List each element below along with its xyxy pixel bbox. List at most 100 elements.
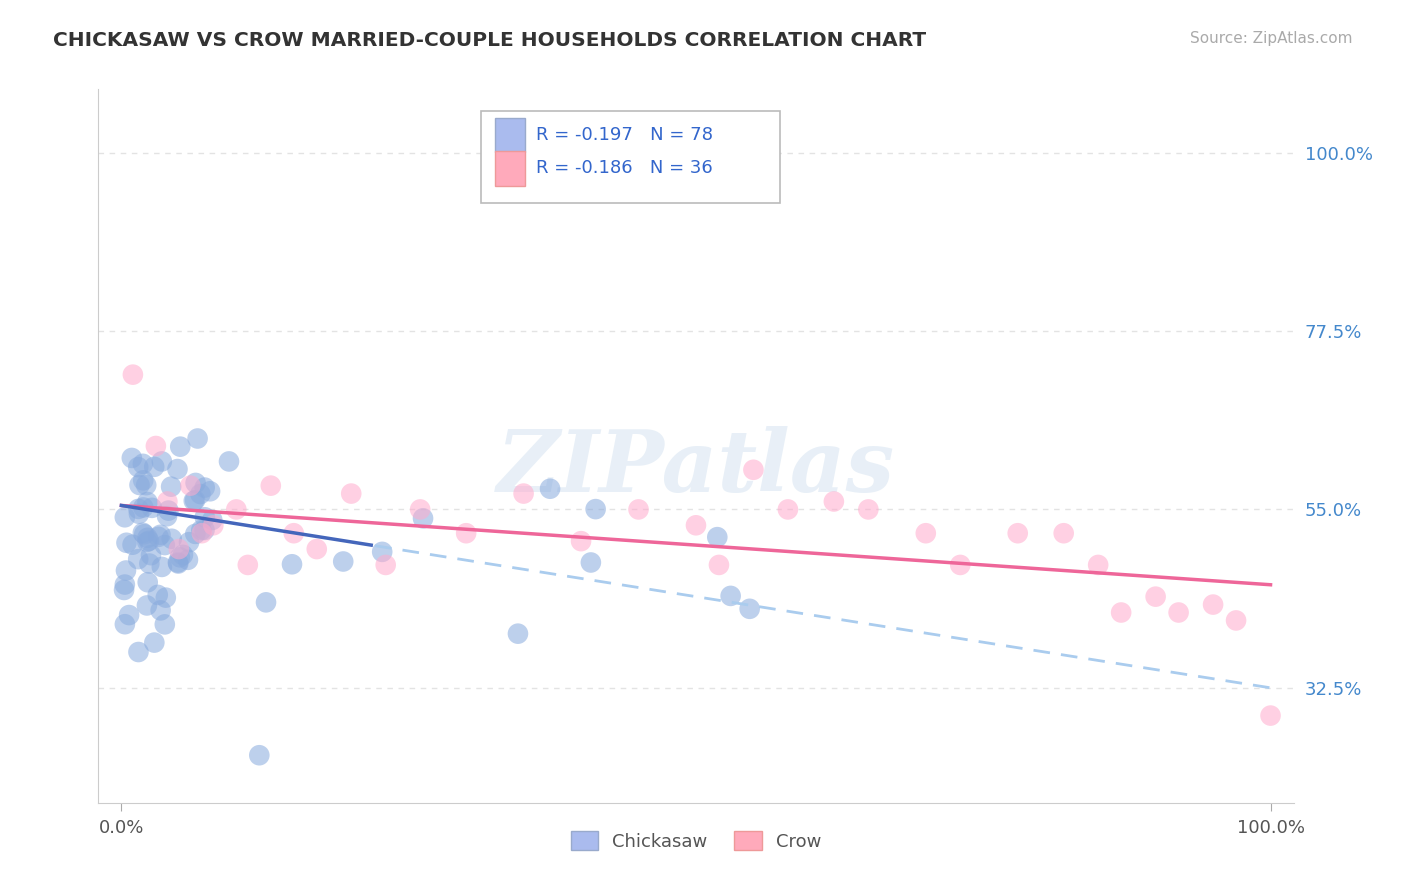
Point [720, 589, 742, 603]
Point [138, 533, 160, 548]
Point [112, 582, 135, 597]
Point [166, 462, 188, 476]
Point [160, 480, 183, 494]
Point [260, 478, 283, 492]
Point [538, 482, 561, 496]
Point [155, 591, 177, 605]
Point [121, 450, 143, 465]
Text: R = -0.186   N = 36: R = -0.186 N = 36 [536, 160, 713, 178]
Bar [495, 152, 524, 186]
Point [183, 493, 205, 508]
Point [201, 513, 224, 527]
Point [187, 432, 209, 446]
Point [148, 530, 170, 544]
Point [157, 503, 180, 517]
Point [627, 502, 650, 516]
Point [184, 475, 207, 490]
Point [569, 534, 592, 549]
Point [1053, 526, 1076, 541]
Point [685, 518, 707, 533]
Point [198, 484, 221, 499]
Legend: Chickasaw, Crow: Chickasaw, Crow [564, 824, 828, 858]
Point [127, 502, 149, 516]
Point [914, 526, 936, 541]
Point [858, 502, 880, 516]
Point [143, 459, 166, 474]
Text: ZIPatlas: ZIPatlas [496, 425, 896, 509]
Point [456, 526, 478, 541]
Point [127, 552, 149, 566]
Point [135, 599, 157, 613]
Point [141, 500, 163, 515]
Point [193, 523, 215, 537]
Point [167, 542, 190, 557]
Point [127, 645, 149, 659]
Point [128, 507, 150, 521]
Point [127, 460, 149, 475]
Point [191, 526, 214, 541]
Point [1260, 708, 1282, 723]
Point [114, 510, 136, 524]
Point [738, 602, 761, 616]
Point [136, 531, 159, 545]
Point [149, 603, 172, 617]
Point [585, 502, 607, 516]
Bar [495, 118, 524, 152]
Text: Source: ZipAtlas.com: Source: ZipAtlas.com [1189, 31, 1353, 46]
Point [283, 526, 305, 541]
Point [236, 558, 259, 572]
Point [132, 457, 155, 471]
Point [1087, 558, 1109, 572]
Point [1007, 526, 1029, 541]
Point [340, 486, 363, 500]
Point [332, 554, 354, 568]
Point [194, 510, 217, 524]
Point [742, 463, 765, 477]
Point [169, 440, 191, 454]
Point [115, 564, 138, 578]
Point [776, 502, 799, 516]
Point [823, 494, 845, 508]
Point [153, 538, 176, 552]
Text: R = -0.197   N = 78: R = -0.197 N = 78 [536, 126, 713, 144]
Point [1109, 606, 1132, 620]
Point [177, 553, 200, 567]
Point [153, 617, 176, 632]
Point [139, 548, 162, 562]
Point [506, 626, 529, 640]
Point [949, 558, 972, 572]
Point [136, 534, 159, 549]
Point [149, 528, 172, 542]
Point [184, 527, 207, 541]
Point [114, 577, 136, 591]
Point [132, 525, 155, 540]
Point [218, 454, 240, 468]
Point [1144, 590, 1167, 604]
Point [150, 454, 173, 468]
Point [254, 595, 277, 609]
Point [512, 486, 534, 500]
Point [146, 588, 169, 602]
Point [194, 481, 217, 495]
Point [706, 530, 728, 544]
Point [143, 635, 166, 649]
Point [132, 500, 155, 515]
Point [156, 494, 179, 508]
Point [371, 545, 394, 559]
Point [184, 493, 207, 508]
Point [114, 617, 136, 632]
Point [134, 527, 156, 541]
Point [160, 532, 183, 546]
Point [136, 495, 159, 509]
Point [1225, 614, 1247, 628]
Point [150, 560, 173, 574]
Point [145, 439, 167, 453]
Point [409, 502, 432, 516]
Point [1202, 598, 1225, 612]
Point [190, 487, 212, 501]
Point [281, 558, 304, 572]
Point [412, 511, 434, 525]
Point [707, 558, 730, 572]
Point [177, 535, 200, 549]
Point [1167, 606, 1189, 620]
